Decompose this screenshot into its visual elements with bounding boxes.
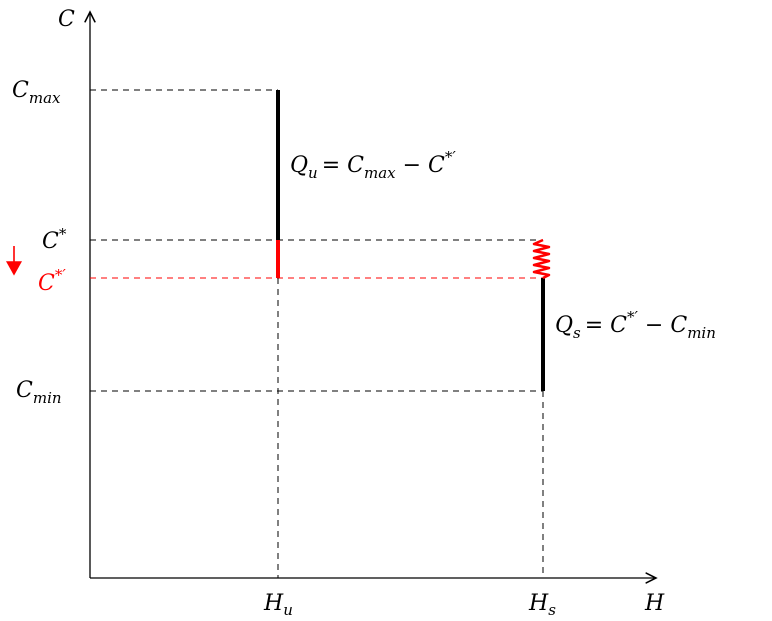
tick-c-min: Cmin [16, 378, 62, 407]
q-u-annotation: Qu = Cmax − C*′ [290, 148, 456, 182]
tick-h-s: Hs [528, 591, 556, 619]
y-axis-label: C [58, 7, 75, 32]
tick-c-star: C* [42, 225, 67, 254]
q-s-zigzag-segment [532, 238, 551, 280]
q-s-annotation: Qs = C*′ − Cmin [555, 308, 716, 342]
tick-h-u: Hu [263, 591, 293, 619]
tick-c-star-prime: C*′ [38, 266, 66, 296]
x-axis-label: H [644, 591, 665, 616]
tick-c-max: Cmax [12, 78, 61, 107]
